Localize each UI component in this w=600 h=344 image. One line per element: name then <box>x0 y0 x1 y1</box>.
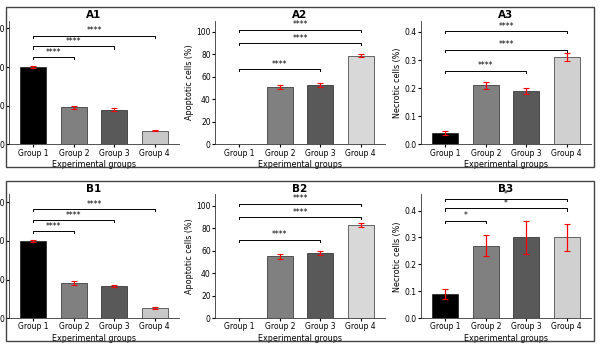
Bar <box>432 294 458 318</box>
Bar <box>142 308 168 318</box>
Text: ****: **** <box>272 230 287 239</box>
Bar <box>61 283 87 318</box>
Title: A2: A2 <box>292 10 308 20</box>
Text: ****: **** <box>86 200 102 209</box>
Text: ****: **** <box>292 21 308 30</box>
X-axis label: Experimental groups: Experimental groups <box>52 160 136 170</box>
Text: *: * <box>504 190 508 199</box>
Bar <box>307 253 334 318</box>
X-axis label: Experimental groups: Experimental groups <box>464 160 548 170</box>
Text: ****: **** <box>292 194 308 203</box>
Text: ****: **** <box>46 222 61 230</box>
Bar <box>554 57 580 144</box>
Bar <box>101 110 127 144</box>
Bar <box>20 241 46 318</box>
Y-axis label: Necrotic cells (%): Necrotic cells (%) <box>393 221 402 291</box>
Text: ****: **** <box>86 26 102 35</box>
Text: ****: **** <box>292 208 308 217</box>
Bar <box>61 107 87 144</box>
Bar <box>266 256 293 318</box>
Title: A3: A3 <box>499 10 514 20</box>
Text: ****: **** <box>66 211 82 220</box>
Bar <box>347 225 374 318</box>
Bar <box>554 237 580 318</box>
Title: B2: B2 <box>292 184 308 194</box>
Bar <box>513 237 539 318</box>
Text: *: * <box>464 211 467 220</box>
Text: *: * <box>504 199 508 208</box>
Title: B1: B1 <box>86 184 101 194</box>
Text: ****: **** <box>272 60 287 69</box>
Y-axis label: Apoptotic cells (%): Apoptotic cells (%) <box>185 45 194 120</box>
Text: ****: **** <box>46 48 61 57</box>
Text: ****: **** <box>292 34 308 43</box>
Text: ****: **** <box>478 61 494 70</box>
X-axis label: Experimental groups: Experimental groups <box>258 334 342 343</box>
Bar <box>432 133 458 144</box>
Bar <box>101 286 127 318</box>
Text: ****: **** <box>66 37 82 46</box>
X-axis label: Experimental groups: Experimental groups <box>52 334 136 343</box>
Bar <box>20 67 46 144</box>
Bar <box>513 91 539 144</box>
Bar <box>307 85 334 144</box>
Text: ****: **** <box>498 22 514 31</box>
Bar <box>473 85 499 144</box>
Bar <box>347 55 374 144</box>
Title: B3: B3 <box>499 184 514 194</box>
Bar <box>266 87 293 144</box>
Y-axis label: Necrotic cells (%): Necrotic cells (%) <box>393 47 402 118</box>
Title: A1: A1 <box>86 10 101 20</box>
X-axis label: Experimental groups: Experimental groups <box>258 160 342 170</box>
Bar <box>473 246 499 318</box>
X-axis label: Experimental groups: Experimental groups <box>464 334 548 343</box>
Y-axis label: Apoptotic cells (%): Apoptotic cells (%) <box>185 218 194 294</box>
Text: ****: **** <box>498 40 514 49</box>
Bar <box>142 130 168 144</box>
